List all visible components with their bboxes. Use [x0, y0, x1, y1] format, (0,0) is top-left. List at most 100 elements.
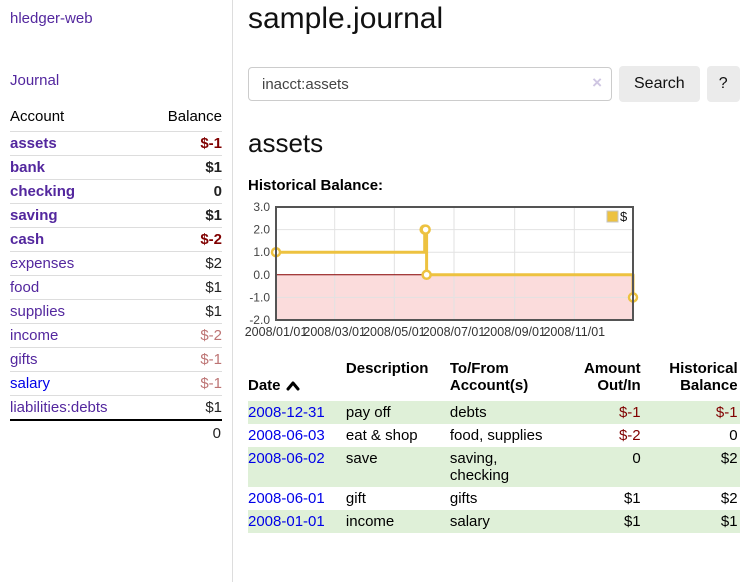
transaction-amount-cell: $-1 [563, 401, 641, 424]
transaction-row[interactable]: 2008-06-03 eat & shop food, supplies $-2 0 [248, 424, 740, 447]
account-link-bank[interactable]: bank [10, 159, 46, 176]
search-input[interactable] [248, 67, 612, 101]
sidebar-item-journal[interactable]: Journal [10, 72, 60, 89]
account-link-food[interactable]: food [10, 279, 40, 296]
account-row: food $1 [10, 275, 222, 300]
register-header-amount: Amount Out/In [584, 360, 641, 394]
account-balance: $-1 [146, 371, 222, 396]
transaction-balance-cell: $2 [640, 447, 740, 487]
transaction-description-cell: pay off [345, 401, 450, 424]
historical-balance-chart: $3.0 2.0 1.0 0.0 -1.0 -2.02008/01/012008/03/0… [245, 200, 639, 339]
account-link-assets[interactable]: assets [10, 135, 57, 152]
help-button[interactable]: ? [706, 66, 740, 102]
account-row: expenses $2 [10, 251, 222, 276]
svg-text:2.0: 2.0 [253, 223, 270, 237]
svg-text:2008/09/01: 2008/09/01 [483, 325, 546, 339]
account-row: salary $-1 [10, 371, 222, 396]
account-link-gifts[interactable]: gifts [10, 351, 38, 368]
account-link-expenses[interactable]: expenses [10, 255, 75, 272]
transaction-description-cell: gift [345, 490, 366, 507]
transaction-date-cell: 2008-01-01 [248, 510, 346, 533]
account-balance: $1 [146, 155, 222, 180]
transaction-amount-cell: $1 [623, 490, 641, 507]
account-row: checking 0 [10, 179, 222, 204]
transaction-date-link[interactable]: 2008-06-02 [248, 450, 325, 467]
account-balance: $1 [146, 275, 222, 300]
transaction-row[interactable]: 2008-12-31 pay off debts $-1 $-1 [248, 401, 740, 424]
app-title-link[interactable]: hledger-web [10, 10, 93, 27]
register-table: Date Description To/From Account(s) Amou… [248, 360, 740, 533]
svg-text:3.0: 3.0 [253, 200, 270, 214]
transaction-accounts-cell: debts [449, 401, 564, 424]
transaction-amount-cell: $-2 [618, 427, 641, 444]
clear-search-icon[interactable]: × [592, 73, 602, 92]
transaction-date-cell: 2008-06-03 [248, 424, 346, 447]
account-balance: $1 [146, 299, 222, 324]
transaction-amount-cell: $1 [563, 510, 641, 533]
transaction-description-cell: save [345, 447, 450, 487]
transaction-date-link[interactable]: 2008-06-01 [248, 490, 325, 507]
account-balance: $-1 [146, 131, 222, 156]
accounts-header-balance: Balance [167, 108, 222, 125]
transaction-row[interactable]: 2008-06-02 save saving, checking 0 $2 [248, 447, 740, 487]
register-header-description: Description [345, 360, 429, 377]
accounts-total-balance: 0 [146, 419, 222, 443]
transaction-amount-cell: 0 [563, 447, 641, 487]
svg-text:$: $ [620, 209, 628, 224]
account-balance: 0 [146, 179, 222, 204]
account-link-checking[interactable]: checking [10, 183, 76, 200]
page-title: sample.journal [248, 2, 444, 35]
search-box: × [248, 66, 612, 101]
account-heading: assets [248, 128, 324, 158]
search-button[interactable]: Search [619, 66, 700, 102]
account-row: saving $1 [10, 203, 222, 228]
account-row: gifts $-1 [10, 347, 222, 372]
account-row: income $-2 [10, 323, 222, 348]
account-link-saving[interactable]: saving [10, 207, 58, 224]
account-link-liabilities-debts[interactable]: liabilities:debts [10, 399, 108, 416]
account-row: cash $-2 [10, 227, 222, 252]
transaction-balance-cell: 0 [729, 427, 738, 444]
account-link-supplies[interactable]: supplies [10, 303, 66, 320]
register-header-date[interactable]: Date [248, 360, 346, 401]
transaction-row[interactable]: 2008-01-01 income salary $1 $1 [248, 510, 740, 533]
transaction-balance-cell: $1 [640, 510, 740, 533]
transaction-date-link[interactable]: 2008-12-31 [248, 404, 325, 421]
transaction-accounts-cell: saving, checking [449, 447, 564, 487]
account-balance: $2 [146, 251, 222, 276]
account-balance: $1 [146, 203, 222, 228]
accounts-header-row: Account Balance [10, 104, 222, 132]
transaction-row[interactable]: 2008-06-01 gift gifts $1 $2 [248, 487, 740, 510]
transaction-accounts-cell: salary [449, 510, 564, 533]
search-form: × Search ? [248, 66, 740, 102]
accounts-table-body: assets $-1 bank $1 checking 0 saving $1 cash $-2 e… [10, 131, 222, 420]
svg-text:-1.0: -1.0 [249, 290, 270, 304]
svg-text:0.0: 0.0 [253, 268, 270, 282]
account-row: assets $-1 [10, 131, 222, 156]
svg-text:2008/05/01: 2008/05/01 [363, 325, 426, 339]
account-balance: $-2 [146, 227, 222, 252]
accounts-table: Account Balance assets $-1 bank $1 checking 0… [10, 104, 222, 443]
account-link-cash[interactable]: cash [10, 231, 45, 248]
transaction-description-cell: eat & shop [345, 427, 418, 444]
transaction-date-link[interactable]: 2008-06-03 [248, 427, 325, 444]
register-header-balance: Historical Balance [669, 360, 738, 394]
accounts-total-row: 0 [10, 419, 222, 443]
transaction-date-link[interactable]: 2008-01-01 [248, 513, 325, 530]
transaction-balance-cell: $2 [720, 490, 738, 507]
svg-text:2008/07/01: 2008/07/01 [423, 325, 486, 339]
transaction-description-cell: income [345, 510, 450, 533]
register-header-accounts: To/From Account(s) [449, 360, 529, 394]
svg-text:-2.0: -2.0 [249, 313, 270, 327]
transaction-balance-cell: $-1 [640, 401, 740, 424]
account-balance: $1 [146, 395, 222, 420]
transaction-date-cell: 2008-12-31 [248, 401, 346, 424]
account-link-income[interactable]: income [10, 327, 59, 344]
register-header-row: Date Description To/From Account(s) Amou… [248, 360, 740, 401]
svg-text:1.0: 1.0 [253, 245, 270, 259]
account-link-salary[interactable]: salary [10, 375, 51, 392]
chart-title: Historical Balance: [248, 177, 384, 194]
accounts-header-account: Account [10, 108, 65, 125]
account-row: bank $1 [10, 155, 222, 180]
